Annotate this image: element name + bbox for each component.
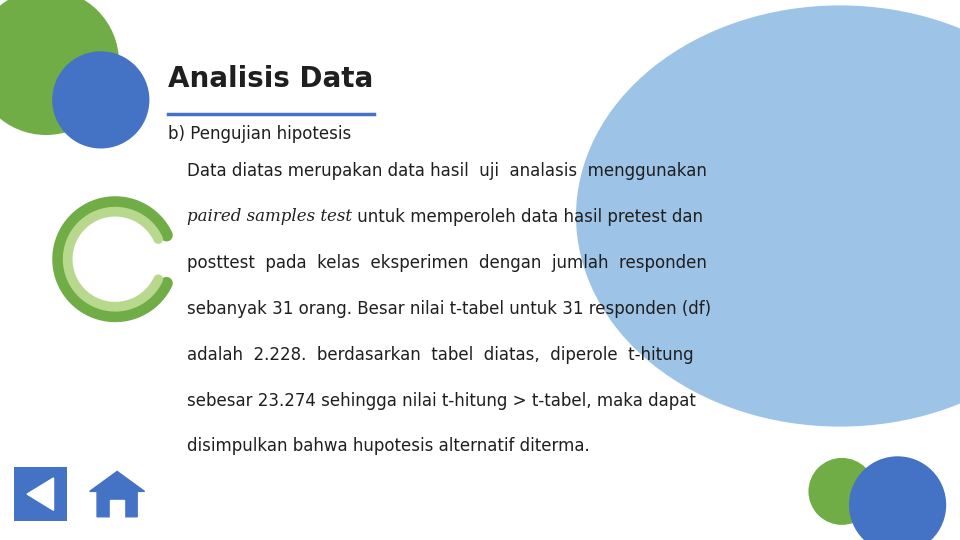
Polygon shape — [27, 478, 54, 510]
Ellipse shape — [0, 0, 119, 135]
Text: paired samples test: paired samples test — [187, 208, 352, 225]
Ellipse shape — [52, 51, 150, 148]
Text: sebesar 23.274 sehingga nilai t-hitung > t-tabel, maka dapat: sebesar 23.274 sehingga nilai t-hitung >… — [187, 392, 696, 409]
Text: posttest  pada  kelas  eksperimen  dengan  jumlah  responden: posttest pada kelas eksperimen dengan ju… — [187, 254, 708, 272]
Ellipse shape — [576, 5, 960, 427]
Text: Data diatas merupakan data hasil  uji  analasis  menggunakan: Data diatas merupakan data hasil uji ana… — [187, 162, 708, 180]
Text: b) Pengujian hipotesis: b) Pengujian hipotesis — [168, 125, 351, 143]
Text: sebanyak 31 orang. Besar nilai t-tabel untuk 31 responden (df): sebanyak 31 orang. Besar nilai t-tabel u… — [187, 300, 711, 318]
Polygon shape — [110, 500, 124, 517]
Text: Analisis Data: Analisis Data — [168, 65, 373, 93]
Text: adalah  2.228.  berdasarkan  tabel  diatas,  diperole  t-hitung: adalah 2.228. berdasarkan tabel diatas, … — [187, 346, 694, 363]
FancyBboxPatch shape — [13, 467, 66, 521]
Text: untuk memperoleh data hasil pretest dan: untuk memperoleh data hasil pretest dan — [352, 208, 703, 226]
Polygon shape — [89, 471, 145, 517]
Text: disimpulkan bahwa hupotesis alternatif diterma.: disimpulkan bahwa hupotesis alternatif d… — [187, 437, 590, 455]
Ellipse shape — [808, 458, 876, 525]
Ellipse shape — [849, 456, 947, 540]
